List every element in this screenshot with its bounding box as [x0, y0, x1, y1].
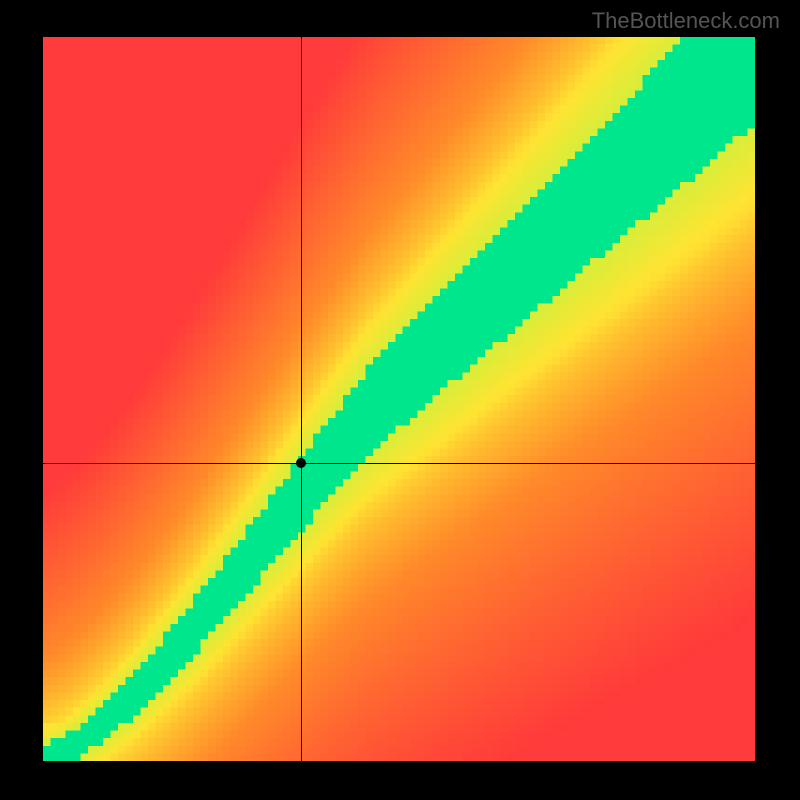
crosshair-vertical	[301, 37, 302, 761]
crosshair-horizontal	[43, 463, 755, 464]
heatmap-canvas	[43, 37, 755, 761]
marker-dot	[296, 458, 306, 468]
heatmap-chart	[43, 37, 755, 761]
watermark-text: TheBottleneck.com	[592, 8, 780, 34]
